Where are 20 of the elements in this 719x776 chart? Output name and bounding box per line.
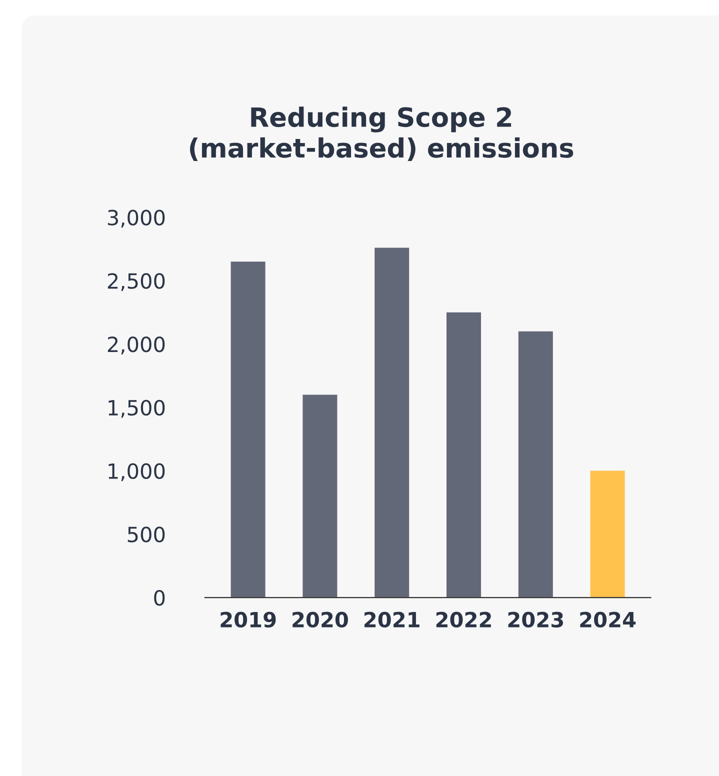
x-tick-label: 2022 [436,612,491,628]
y-tick-label: 2,000 [108,336,165,354]
chart-title: Reducing Scope 2 (market-based) emissions [190,106,574,161]
bar [590,470,625,598]
bar [230,262,266,598]
y-tick-label: 3,000 [108,210,165,228]
x-tick-label: 2020 [292,612,348,628]
y-tick-label: 2,500 [108,273,165,291]
bar [446,312,482,598]
y-tick-label: 500 [128,526,165,542]
x-tick-label: 2023 [508,612,563,628]
y-tick-label: 1,000 [108,463,165,482]
x-tick-label: 2024 [580,612,636,628]
bar [518,331,553,598]
y-tick-label: 1,500 [108,400,165,418]
x-tick-label: 2021 [364,612,420,628]
x-tick-label: 2019 [220,612,276,628]
y-tick-label: 0 [154,590,165,606]
bar [374,248,410,598]
bar [302,394,338,598]
